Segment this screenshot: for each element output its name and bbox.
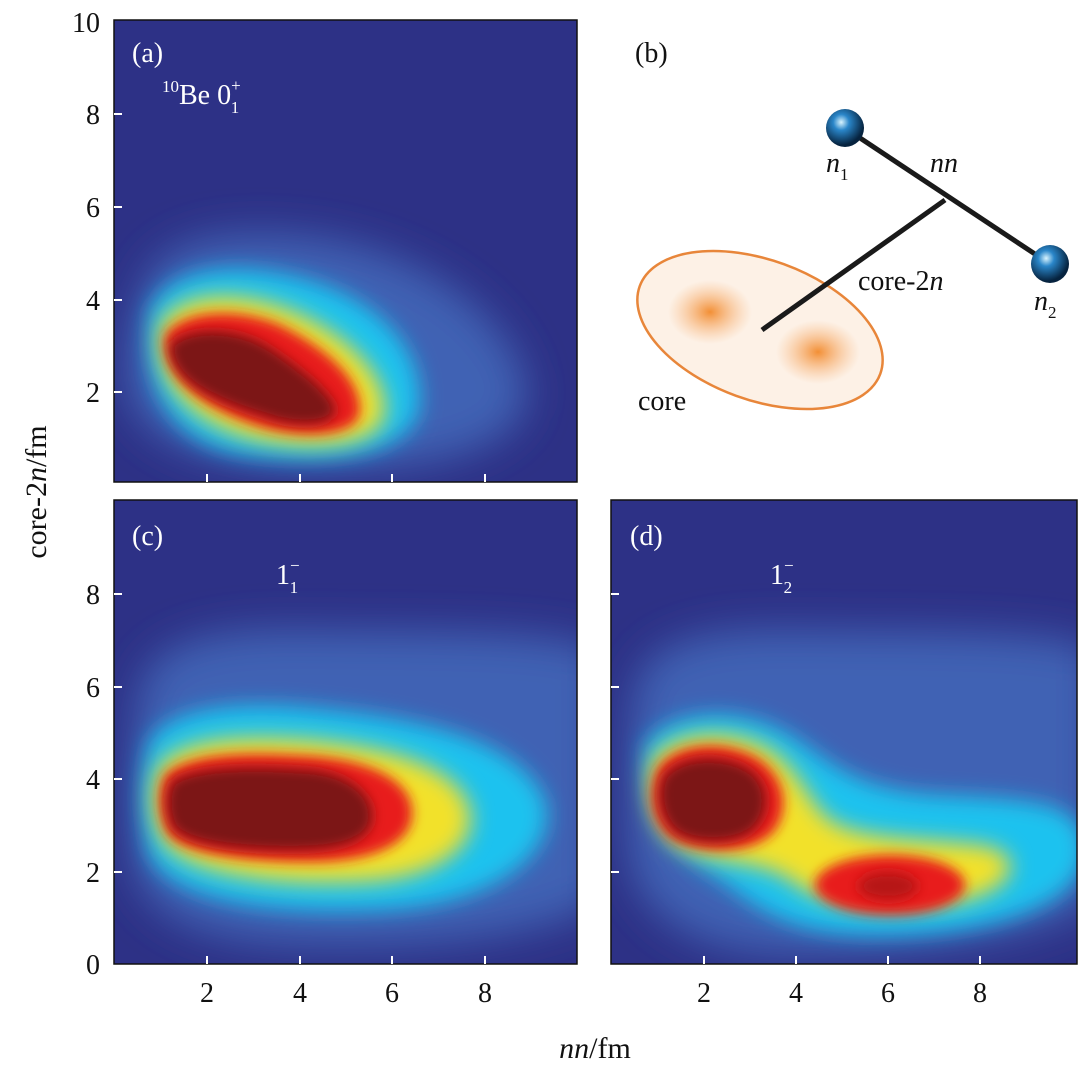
- panel-a: 2 4 6 8 10 (a) 10Be 0+ 1: [72, 8, 578, 483]
- panel-d-label: (d): [630, 521, 663, 552]
- panel-c-xtick-4: 4: [293, 978, 307, 1009]
- core-2n-bond: [760, 197, 947, 333]
- nn-label: nn: [930, 148, 958, 179]
- panel-c-xtick-6: 6: [385, 978, 399, 1009]
- panel-c-ytick-0: 0: [86, 950, 100, 981]
- panel-d-y-ticks: [611, 593, 619, 873]
- panel-a-ytick-8: 8: [86, 100, 100, 131]
- panel-a-ytick-2: 2: [86, 378, 100, 409]
- panel-b-label: (b): [635, 38, 668, 69]
- panel-c-xtick-8: 8: [478, 978, 492, 1009]
- panel-d-xtick-6: 6: [881, 978, 895, 1009]
- panel-a-heatmap: [125, 233, 527, 470]
- panel-b: (b) n1 nn n2 core-2n core: [635, 38, 1069, 417]
- n2-label: n2: [1034, 286, 1057, 322]
- panel-a-state-label: 10Be 0+ 1: [162, 76, 241, 117]
- panel-a-x-ticks: [206, 474, 486, 482]
- panel-d-x-ticks: 2 4 6 8: [697, 956, 987, 1009]
- panel-a-ytick-10: 10: [72, 8, 100, 39]
- panel-a-ytick-6: 6: [86, 193, 100, 224]
- panel-d: 2 4 6 8 (d) 1− 2: [610, 499, 1078, 1009]
- panel-d-heatmap: [626, 629, 1077, 955]
- nn-bond: [843, 125, 1052, 267]
- neutron-1-icon: [826, 109, 864, 147]
- panel-d-xtick-2: 2: [697, 978, 711, 1009]
- panel-c-ytick-4: 4: [86, 765, 100, 796]
- core-2n-label: core-2n: [858, 266, 944, 297]
- panel-c: 0 2 4 6 8 2 4 6 8 (c) 1− 1: [86, 499, 578, 1009]
- panel-c-ytick-8: 8: [86, 580, 100, 611]
- panel-c-x-ticks: 2 4 6 8: [200, 956, 492, 1009]
- panel-d-state-label: 1− 2: [770, 556, 794, 597]
- panel-a-ytick-4: 4: [86, 286, 100, 317]
- neutron-2-icon: [1031, 245, 1069, 283]
- panel-c-ytick-6: 6: [86, 673, 100, 704]
- panel-c-label: (c): [132, 521, 163, 552]
- panel-c-state-label: 1− 1: [276, 556, 300, 597]
- core-label: core: [638, 386, 686, 417]
- panel-a-label: (a): [132, 38, 163, 69]
- x-axis-label: nn/fm: [559, 1032, 631, 1065]
- panel-d-xtick-4: 4: [789, 978, 803, 1009]
- panel-c-ytick-2: 2: [86, 858, 100, 889]
- y-axis-label: core-2n/fm: [20, 425, 53, 558]
- panel-d-xtick-8: 8: [973, 978, 987, 1009]
- panel-c-heatmap: [130, 629, 577, 946]
- panel-c-xtick-2: 2: [200, 978, 214, 1009]
- n1-label: n1: [826, 148, 849, 184]
- panel-c-y-ticks: 0 2 4 6 8: [86, 580, 122, 981]
- panel-a-y-ticks: 2 4 6 8 10: [72, 8, 122, 409]
